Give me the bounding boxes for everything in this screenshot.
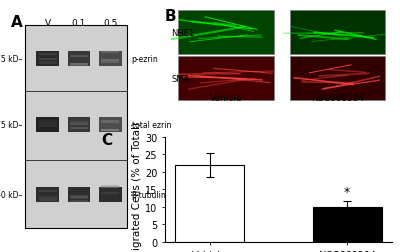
Bar (101, 186, 119, 188)
Bar (39, 196, 57, 198)
Bar (39, 199, 57, 201)
Bar (101, 52, 119, 54)
Bar (101, 60, 119, 62)
Bar (68, 51, 90, 67)
Bar (70, 196, 88, 198)
Bar (70, 127, 88, 129)
Bar (175, 165, 244, 242)
Bar (39, 62, 57, 64)
Text: NHE1: NHE1 (172, 29, 195, 38)
Bar (290, 11, 385, 55)
Bar (101, 121, 119, 123)
Bar (39, 190, 57, 192)
Bar (36, 117, 59, 132)
Bar (39, 59, 57, 61)
Bar (101, 62, 119, 64)
Bar (70, 121, 88, 123)
Bar (99, 117, 122, 132)
Bar (178, 11, 274, 55)
Text: β-tubulin: β-tubulin (132, 191, 166, 200)
Bar (39, 123, 57, 126)
Bar (290, 57, 385, 101)
Bar (36, 51, 59, 67)
Bar (70, 197, 88, 199)
Bar (39, 53, 57, 56)
Text: 75 kD–: 75 kD– (0, 120, 22, 129)
Text: A: A (11, 15, 22, 29)
Text: NSC668394: NSC668394 (311, 93, 364, 103)
Bar (101, 192, 119, 194)
Bar (36, 187, 59, 203)
Bar (70, 55, 88, 57)
Text: 0.5: 0.5 (103, 19, 118, 28)
Bar (101, 115, 119, 118)
Text: Vehicle: Vehicle (210, 93, 242, 103)
Bar (70, 64, 88, 66)
Bar (70, 123, 88, 125)
Text: SMA: SMA (172, 74, 190, 83)
Bar (99, 51, 122, 67)
Text: 50 kD–: 50 kD– (0, 191, 22, 200)
Bar (178, 57, 274, 101)
Bar (39, 121, 57, 123)
Text: B: B (165, 10, 176, 24)
Bar (39, 125, 57, 128)
Bar (25, 26, 127, 228)
Y-axis label: Migrated Cells (% of Total): Migrated Cells (% of Total) (132, 121, 142, 252)
Text: *: * (344, 185, 350, 198)
Bar (101, 129, 119, 131)
Bar (313, 207, 382, 242)
Text: 75 kD–: 75 kD– (0, 55, 22, 64)
Bar (70, 64, 88, 67)
Bar (68, 117, 90, 132)
Bar (101, 186, 119, 188)
Text: 0.1: 0.1 (72, 19, 86, 28)
Bar (70, 200, 88, 202)
Bar (68, 187, 90, 203)
Bar (99, 187, 122, 203)
Text: total ezrin: total ezrin (132, 120, 171, 129)
Text: V: V (45, 19, 51, 28)
Text: p-ezrin: p-ezrin (132, 55, 158, 64)
Text: C: C (101, 132, 112, 147)
